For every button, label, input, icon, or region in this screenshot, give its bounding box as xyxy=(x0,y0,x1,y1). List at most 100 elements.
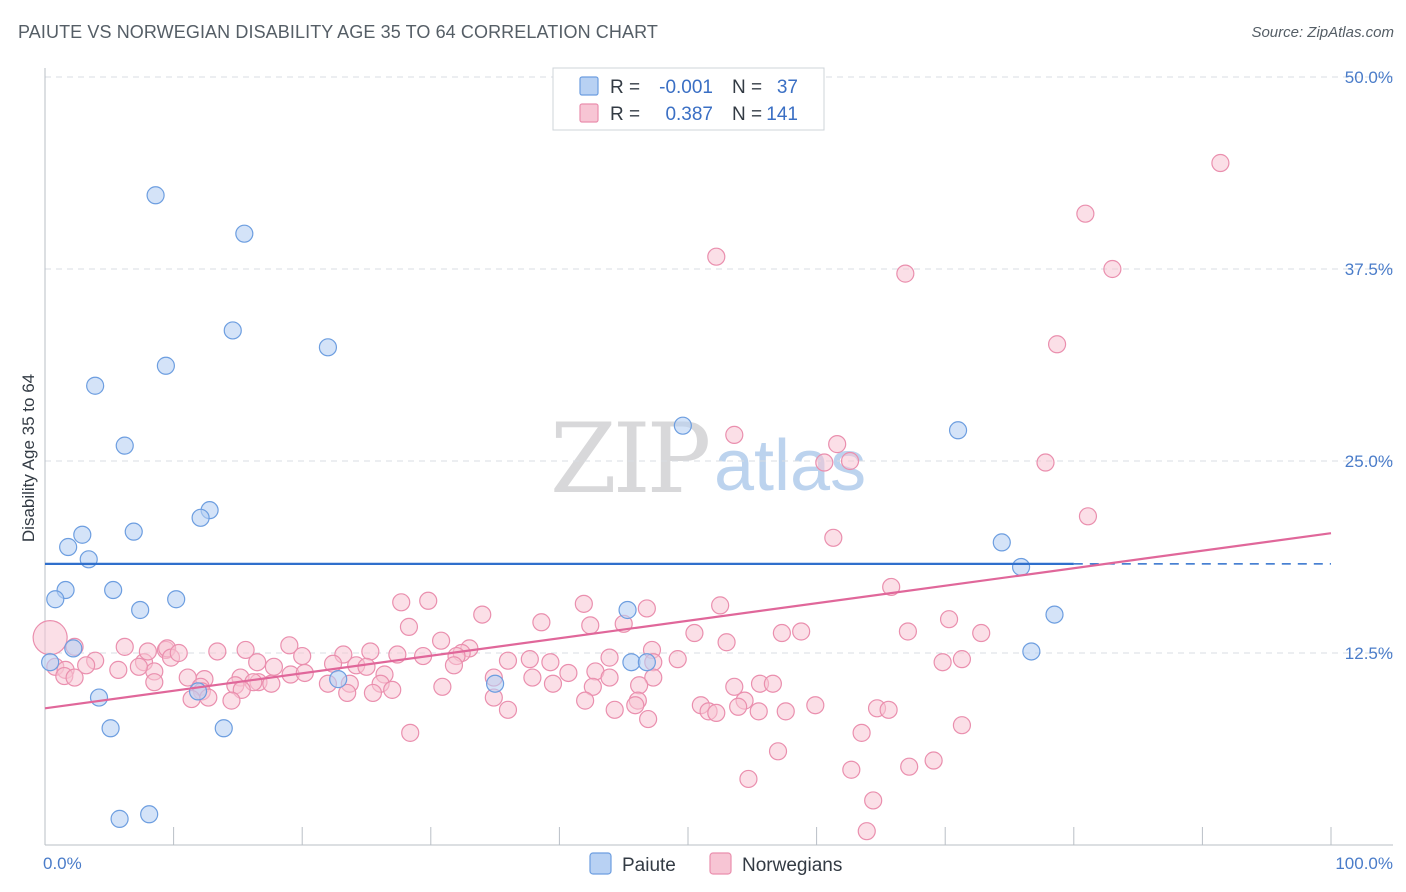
norwegians-point xyxy=(739,769,758,789)
chart-title: PAIUTE VS NORWEGIAN DISABILITY AGE 35 TO… xyxy=(18,22,658,42)
trendlines xyxy=(44,532,1332,710)
paiute-point xyxy=(110,809,129,828)
series-norwegians xyxy=(32,153,1230,841)
paiute-point xyxy=(992,533,1011,552)
grid xyxy=(45,76,1393,654)
paiute-point xyxy=(86,376,105,395)
paiute-point xyxy=(104,580,123,600)
norwegians-point xyxy=(145,673,164,692)
norwegians-point xyxy=(626,696,645,715)
norwegians-point xyxy=(401,723,420,742)
norwegians-point xyxy=(828,435,847,454)
norwegians-point xyxy=(576,691,595,710)
norwegians-point xyxy=(399,617,419,636)
legend-r-value: -0.001 xyxy=(659,77,713,98)
norwegians-point xyxy=(473,605,492,624)
norwegians-point xyxy=(972,623,991,643)
paiute-point xyxy=(191,508,210,527)
norwegians-point xyxy=(1036,453,1055,472)
norwegians-point xyxy=(178,668,197,687)
paiute-point xyxy=(64,639,83,658)
norwegians-point xyxy=(532,613,551,632)
norwegians-point xyxy=(65,668,84,687)
y-tick-label: 50.0% xyxy=(1345,68,1393,87)
norwegians-point xyxy=(952,650,972,669)
norwegians-point xyxy=(363,683,383,703)
legend-swatch-norwegians xyxy=(579,103,599,123)
paiute-point xyxy=(131,600,150,620)
norwegians-point xyxy=(768,742,788,761)
norwegians-point xyxy=(857,822,876,841)
correlation-legend: R = -0.001 N = 37 R = 0.387 N = 141 xyxy=(552,67,825,131)
norwegians-point xyxy=(900,757,919,776)
paiute-point xyxy=(223,321,242,340)
norwegians-point xyxy=(293,646,312,666)
legend-r-label: R = xyxy=(610,77,640,98)
norwegians-point xyxy=(419,591,438,610)
legend-n-label: N = xyxy=(732,77,762,98)
norwegians-point xyxy=(1078,507,1098,526)
norwegians-point xyxy=(644,668,663,687)
legend-n-value: 37 xyxy=(777,77,798,98)
y-tick-label: 12.5% xyxy=(1345,644,1393,663)
y-axis-label: Disability Age 35 to 64 xyxy=(19,374,38,542)
paiute-point xyxy=(89,688,109,707)
norwegians-point xyxy=(138,642,157,661)
norwegians-point xyxy=(444,656,464,675)
norwegians-point xyxy=(236,640,255,660)
norwegians-point xyxy=(711,596,730,615)
legend-swatch-paiute xyxy=(589,852,612,875)
norwegians-point xyxy=(169,643,188,663)
norwegians-point xyxy=(852,723,871,742)
norwegians-point xyxy=(717,633,736,652)
norwegians-point xyxy=(933,653,952,672)
y-tick-label: 25.0% xyxy=(1345,452,1393,471)
x-tick-label: 100.0% xyxy=(1335,854,1393,873)
norwegians-point xyxy=(1211,153,1230,173)
norwegians-point xyxy=(685,623,704,643)
norwegians-point xyxy=(541,653,560,672)
norwegians-point xyxy=(574,594,593,613)
norwegians-point xyxy=(824,528,843,547)
legend-r-value: 0.387 xyxy=(665,104,713,125)
paiute-point xyxy=(1022,642,1041,661)
y-tick-labels: 12.5% 25.0% 37.5% 50.0% xyxy=(1345,68,1393,663)
y-tick-label: 37.5% xyxy=(1345,260,1393,279)
x-tick-label: 0.0% xyxy=(43,854,82,873)
norwegians-point xyxy=(639,709,658,729)
paiute-point xyxy=(146,186,165,205)
norwegians-point xyxy=(1047,335,1067,354)
paiute-point xyxy=(214,719,233,738)
axes xyxy=(44,68,1393,846)
norwegians-point xyxy=(264,657,284,676)
norwegians-point xyxy=(523,668,542,687)
norwegians-point xyxy=(262,674,281,693)
legend-label-paiute: Paiute xyxy=(622,855,676,876)
norwegians-point xyxy=(806,696,825,715)
legend-n-value: 141 xyxy=(766,104,798,125)
paiute-point xyxy=(673,416,692,435)
norwegians-point xyxy=(115,637,134,656)
norwegians-point xyxy=(776,702,795,721)
norwegians-point xyxy=(392,593,411,612)
norwegians-point xyxy=(1103,259,1122,279)
legend-swatch-norwegians xyxy=(709,852,732,875)
norwegians-point xyxy=(707,247,726,266)
norwegians-point xyxy=(280,636,299,655)
norwegians-point xyxy=(668,650,687,669)
series-legend: Paiute Norwegians xyxy=(589,852,842,876)
norwegians-point xyxy=(840,451,860,471)
norwegians-point xyxy=(559,663,578,683)
norwegians-point xyxy=(707,703,726,723)
paiute-point xyxy=(948,421,968,440)
norwegians-point xyxy=(815,453,834,472)
norwegians-point xyxy=(208,642,227,661)
paiute-point xyxy=(41,653,60,672)
paiute-point xyxy=(622,653,641,672)
norwegians-point xyxy=(763,674,782,693)
norwegians-point xyxy=(383,680,402,699)
norwegians-point xyxy=(498,700,518,719)
paiute-point xyxy=(188,682,208,701)
paiute-point xyxy=(140,805,159,824)
